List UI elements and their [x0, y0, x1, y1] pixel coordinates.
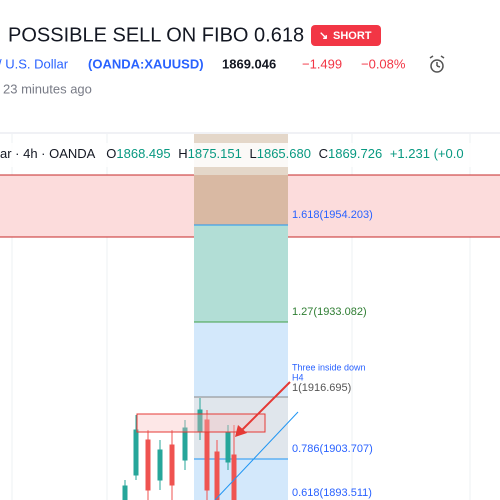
- annotation: Three inside down: [292, 362, 366, 372]
- fib-label: 1(1916.695): [292, 382, 351, 394]
- legend-bg: [0, 143, 500, 167]
- stop-area-overlap: [194, 175, 288, 225]
- interval: ar · 4h · OANDA: [0, 146, 96, 161]
- pattern-box: [136, 413, 266, 433]
- ohlc-key: O: [106, 146, 116, 161]
- target-area: [194, 225, 288, 322]
- legend: ar · 4h · OANDA O1868.495 H1875.151 L186…: [0, 146, 464, 161]
- symbol-ticker[interactable]: (OANDA:XAUUSD): [88, 56, 204, 71]
- price: 1869.046: [222, 56, 276, 71]
- ohlc-key: L: [250, 146, 257, 161]
- annotation: H4: [292, 372, 304, 382]
- ohlc-key: C: [319, 146, 328, 161]
- fib-label: 1.618(1954.203): [292, 209, 373, 221]
- trend-line: [214, 411, 299, 500]
- ohlc-change: +1.231 (+0.0: [390, 146, 464, 161]
- fib-label: 1.27(1933.082): [292, 306, 367, 318]
- publish-time: 23 minutes ago: [3, 81, 92, 96]
- badge-text: SHORT: [333, 30, 372, 42]
- fib-label: 0.786(1903.707): [292, 443, 373, 455]
- idea-title: POSSIBLE SELL ON FIBO 0.618: [8, 24, 304, 46]
- badge-arrow: ↘: [319, 30, 328, 42]
- ohlc-key: H: [178, 146, 187, 161]
- arrow-head: [235, 425, 247, 437]
- ohlc-value: 1869.726: [328, 146, 382, 161]
- price-change-pct: −0.08%: [361, 56, 406, 71]
- candles: [122, 398, 237, 500]
- symbol-name[interactable]: / U.S. Dollar: [0, 56, 69, 71]
- fib-label: 0.618(1893.511): [292, 487, 372, 499]
- price-change: −1.499: [302, 56, 342, 71]
- ohlc-value: 1875.151: [188, 146, 242, 161]
- ohlc-value: 1865.680: [257, 146, 311, 161]
- annotation-arrow: [239, 381, 291, 433]
- short-badge[interactable]: [311, 25, 381, 46]
- ohlc-value: 1868.495: [116, 146, 170, 161]
- alarm-icon[interactable]: [429, 55, 445, 73]
